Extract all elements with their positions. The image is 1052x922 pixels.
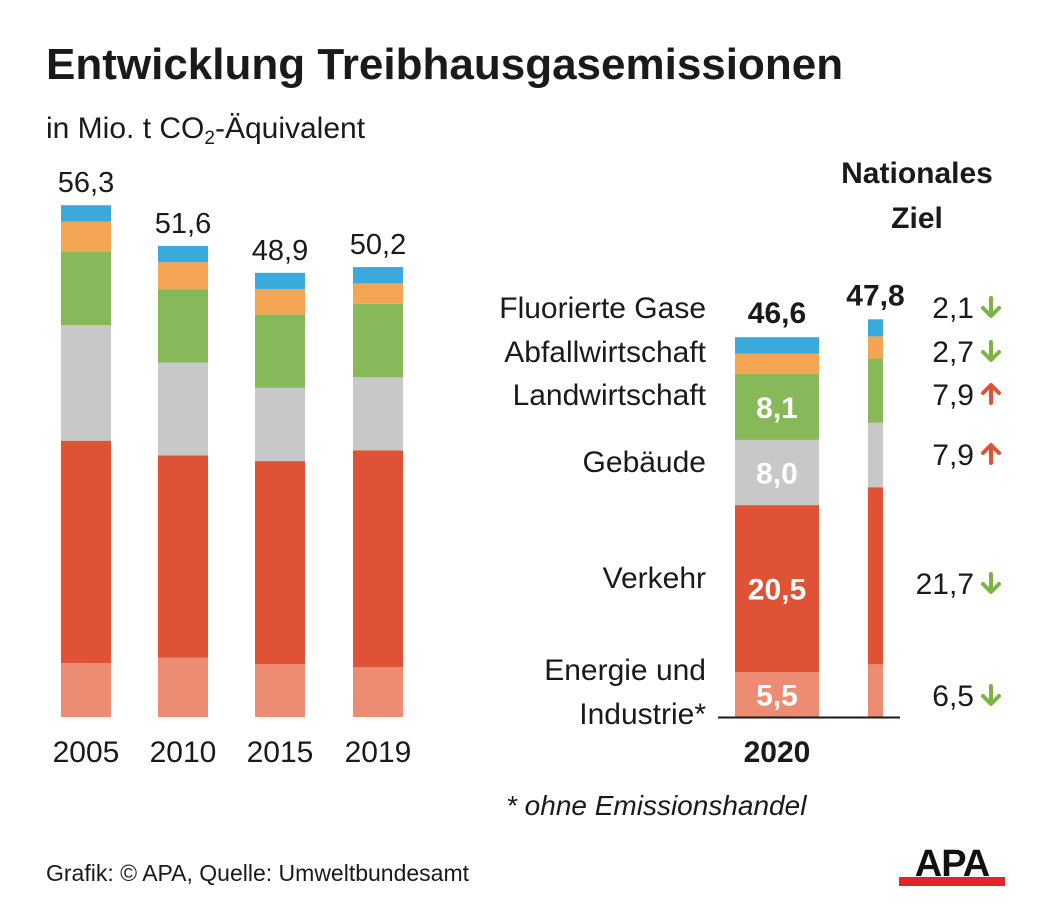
bar-2015-segment-verkehr — [255, 461, 305, 664]
footnote: * ohne Emissionshandel — [506, 790, 807, 821]
bar-2015-segment-landwirtschaft — [255, 314, 305, 388]
target-total: 47,8 — [846, 279, 904, 312]
category-label-energie-industrie-line1: Energie und — [544, 654, 706, 687]
bar-2019-segment-fluorierte_gase — [353, 267, 403, 284]
arrow-up-icon-landwirtschaft — [981, 383, 1001, 405]
bar-2015-segment-abfallwirtschaft — [255, 289, 305, 315]
bar-total-2019: 50,2 — [350, 229, 406, 261]
chart-subtitle: in Mio. t CO2-Äquivalent — [46, 112, 365, 150]
bar-2005-segment-abfallwirtschaft — [61, 221, 111, 252]
arrow-up-icon-gebaeude — [981, 443, 1001, 465]
bar-total-2005: 56,3 — [58, 167, 114, 199]
bar-2019-segment-energie_industrie — [353, 667, 403, 717]
target-bar-segment-abfallwirtschaft — [868, 336, 883, 359]
subtitle-subscript: 2 — [204, 128, 215, 149]
bar-2020-segment-gebaeude — [735, 439, 819, 506]
chart-title: Entwicklung Treibhausgasemissionen — [46, 40, 844, 89]
bar-2015-segment-energie_industrie — [255, 664, 305, 717]
bar-2015-segment-fluorierte_gase — [255, 272, 305, 290]
bar-total-2020: 46,6 — [748, 297, 806, 330]
target-bar-segment-gebaeude — [868, 422, 883, 488]
target-header-line2: Ziel — [891, 202, 943, 235]
arrow-down-icon-energie_industrie — [981, 684, 1001, 706]
target-value-landwirtschaft: 7,9 — [932, 379, 974, 412]
target-bar-segment-verkehr — [868, 487, 883, 665]
target-header-line1: Nationales — [841, 157, 993, 190]
target-value-fluorierte_gase: 2,1 — [932, 292, 974, 325]
bar-2005-segment-landwirtschaft — [61, 251, 111, 325]
bar-2010-segment-fluorierte_gase — [158, 245, 208, 263]
bar-2019-segment-abfallwirtschaft — [353, 283, 403, 304]
target-value-energie_industrie: 6,5 — [932, 680, 974, 713]
category-label-landwirtschaft: Landwirtschaft — [513, 379, 707, 412]
bar-2019-segment-gebaeude — [353, 377, 403, 451]
bar-2020-segment-fluorierte_gase — [735, 337, 819, 354]
year-label-2015: 2015 — [247, 736, 314, 769]
target-bar-segment-landwirtschaft — [868, 358, 883, 423]
bar-2010-segment-verkehr — [158, 455, 208, 658]
bar-2020-segment-verkehr — [735, 505, 819, 673]
target-value-abfallwirtschaft: 2,7 — [932, 336, 974, 369]
segment-value-label-landwirtschaft: 8,1 — [756, 392, 798, 425]
bar-2010-segment-gebaeude — [158, 362, 208, 456]
bar-total-2015: 48,9 — [252, 235, 308, 267]
category-label-energie-industrie-line2: Industrie* — [579, 698, 706, 731]
bar-2010-segment-landwirtschaft — [158, 289, 208, 363]
apa-logo: APA — [899, 843, 1005, 886]
bar-2015-segment-gebaeude — [255, 387, 305, 462]
category-label-fluorierte-gase: Fluorierte Gase — [499, 292, 706, 325]
segment-value-label-energie_industrie: 5,5 — [756, 680, 798, 713]
year-label-2010: 2010 — [150, 736, 217, 769]
arrow-down-icon-abfallwirtschaft — [981, 340, 1001, 362]
target-bar-segment-energie_industrie — [868, 664, 883, 717]
subtitle-tail: -Äquivalent — [214, 112, 366, 145]
year-label-2020: 2020 — [744, 736, 811, 769]
segment-value-label-gebaeude: 8,0 — [756, 458, 798, 491]
bar-2019-segment-landwirtschaft — [353, 303, 403, 378]
subtitle-main: in Mio. t CO — [46, 112, 205, 145]
year-label-2005: 2005 — [53, 736, 120, 769]
category-label-verkehr: Verkehr — [603, 562, 706, 595]
target-value-gebaeude: 7,9 — [932, 439, 974, 472]
bar-2005-segment-fluorierte_gase — [61, 205, 111, 222]
bar-2010-segment-energie_industrie — [158, 657, 208, 717]
arrow-down-icon-verkehr — [981, 572, 1001, 594]
bar-2005-segment-energie_industrie — [61, 663, 111, 717]
target-bar-segment-fluorierte_gase — [868, 319, 883, 337]
bar-2005-segment-gebaeude — [61, 325, 111, 441]
bar-2020-segment-landwirtschaft — [735, 373, 819, 440]
category-label-abfallwirtschaft: Abfallwirtschaft — [504, 336, 706, 369]
bar-2010-segment-abfallwirtschaft — [158, 262, 208, 290]
category-label-gebaeude: Gebäude — [583, 446, 706, 479]
bar-2019-segment-verkehr — [353, 450, 403, 668]
bar-total-2010: 51,6 — [155, 208, 211, 240]
bar-2020-segment-energie_industrie — [735, 672, 819, 717]
target-value-verkehr: 21,7 — [916, 568, 974, 601]
bar-2005-segment-verkehr — [61, 440, 111, 664]
arrow-down-icon-fluorierte_gase — [981, 296, 1001, 318]
source-credit: Grafik: © APA, Quelle: Umweltbundesamt — [46, 860, 470, 886]
year-label-2019: 2019 — [345, 736, 412, 769]
bar-2020-segment-abfallwirtschaft — [735, 353, 819, 374]
segment-value-label-verkehr: 20,5 — [748, 574, 806, 607]
